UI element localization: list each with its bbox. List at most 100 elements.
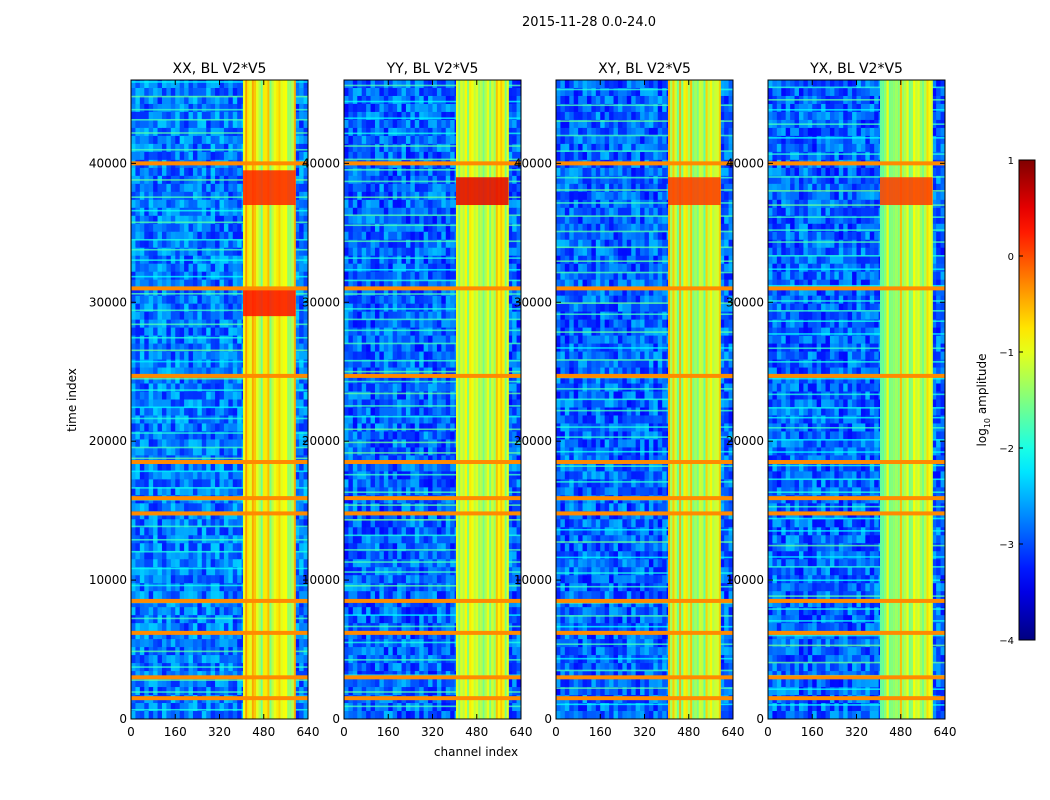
- heatmap-cell: [219, 679, 225, 688]
- heatmap-cell: [414, 319, 420, 329]
- heatmap-cell: [157, 503, 163, 512]
- heatmap-cell: [441, 351, 447, 361]
- heatmap-cell: [215, 199, 221, 209]
- heatmap-cell: [148, 351, 154, 361]
- heatmap-cell: [232, 703, 238, 712]
- heatmap-cell: [445, 151, 451, 161]
- heatmap-cell: [303, 655, 308, 664]
- heatmap-cell: [219, 327, 225, 337]
- heatmap-cell: [219, 199, 225, 209]
- heatmap-cell: [401, 119, 407, 129]
- heatmap-cell: [370, 103, 376, 113]
- heatmap-cell: [388, 207, 394, 217]
- heatmap-cell: [157, 223, 163, 233]
- heatmap-cell: [228, 575, 234, 584]
- heatmap-cell: [237, 327, 243, 337]
- heatmap-cell: [383, 383, 389, 393]
- heatmap-cell: [161, 639, 167, 648]
- heatmap-cell: [294, 263, 300, 273]
- heatmap-cell: [197, 287, 203, 297]
- heatmap-cell: [299, 295, 305, 305]
- heatmap-cell: [352, 175, 358, 185]
- heatmap-cell: [294, 167, 300, 177]
- heatmap-cell: [436, 80, 442, 89]
- heatmap-cell: [197, 607, 203, 616]
- heatmap-cell: [379, 151, 385, 161]
- heatmap-cell: [294, 207, 300, 217]
- heatmap-cell: [206, 615, 212, 624]
- heatmap-cell: [237, 151, 243, 161]
- heatmap-cell: [232, 559, 238, 568]
- heatmap-cell: [361, 287, 367, 297]
- heatmap-cell: [197, 527, 203, 536]
- heatmap-cell: [139, 199, 145, 209]
- heatmap-cell: [188, 383, 194, 393]
- heatmap-cell: [228, 655, 234, 664]
- heatmap-cell: [215, 95, 221, 105]
- heatmap-cell: [210, 431, 216, 441]
- heatmap-cell: [192, 287, 198, 297]
- heatmap-cell: [344, 87, 350, 97]
- time-streak: [131, 95, 308, 98]
- heatmap-cell: [223, 247, 229, 257]
- heatmap-cell: [153, 423, 159, 433]
- heatmap-cell: [303, 391, 308, 401]
- heatmap-cell: [401, 351, 407, 361]
- rfi-time-row: [131, 460, 308, 465]
- heatmap-cell: [432, 343, 438, 353]
- heatmap-cell: [161, 543, 167, 552]
- heatmap-cell: [303, 223, 308, 233]
- heatmap-cell: [232, 151, 238, 161]
- heatmap-cell: [228, 591, 234, 600]
- heatmap-cell: [405, 351, 411, 361]
- heatmap-cell: [512, 119, 518, 129]
- heatmap-cell: [219, 359, 225, 369]
- heatmap-cell: [197, 215, 203, 225]
- heatmap-cell: [361, 119, 367, 129]
- heatmap-cell: [197, 623, 203, 632]
- heatmap-cell: [294, 455, 300, 464]
- heatmap-cell: [135, 399, 141, 409]
- heatmap-cell: [175, 367, 181, 377]
- heatmap-cell: [175, 511, 181, 520]
- heatmap-cell: [392, 263, 398, 273]
- heatmap-cell: [175, 487, 181, 496]
- heatmap-cell: [166, 399, 172, 409]
- heatmap-cell: [135, 479, 141, 488]
- heatmap-cell: [170, 703, 176, 712]
- heatmap-cell: [423, 191, 429, 201]
- heatmap-cell: [223, 615, 229, 624]
- rfi-channel-stripe: [271, 80, 274, 719]
- heatmap-cell: [170, 383, 176, 393]
- heatmap-cell: [410, 399, 416, 409]
- heatmap-cell: [170, 231, 176, 241]
- heatmap-cell: [157, 423, 163, 433]
- heatmap-cell: [232, 511, 238, 520]
- heatmap-cell: [410, 167, 416, 177]
- heatmap-cell: [223, 479, 229, 488]
- heatmap-cell: [179, 703, 185, 712]
- heatmap-cell: [410, 111, 416, 121]
- heatmap-cell: [401, 279, 407, 289]
- heatmap-cell: [219, 95, 225, 105]
- heatmap-cell: [192, 575, 198, 584]
- heatmap-cell: [299, 463, 305, 472]
- heatmap-cell: [166, 527, 172, 536]
- heatmap-cell: [232, 167, 238, 177]
- heatmap-cell: [179, 399, 185, 409]
- heatmap-cell: [299, 415, 305, 425]
- heatmap-cell: [357, 80, 363, 89]
- heatmap-cell: [144, 87, 150, 97]
- heatmap-cell: [148, 223, 154, 233]
- heatmap-cell: [153, 503, 159, 512]
- heatmap-cell: [294, 431, 300, 441]
- heatmap-cell: [361, 383, 367, 393]
- heatmap-cell: [131, 519, 137, 528]
- heatmap-cell: [131, 583, 137, 592]
- time-streak: [131, 259, 308, 261]
- heatmap-cell: [232, 679, 238, 688]
- heatmap-cell: [228, 431, 234, 441]
- heatmap-cell: [131, 303, 137, 313]
- heatmap-cell: [170, 375, 176, 385]
